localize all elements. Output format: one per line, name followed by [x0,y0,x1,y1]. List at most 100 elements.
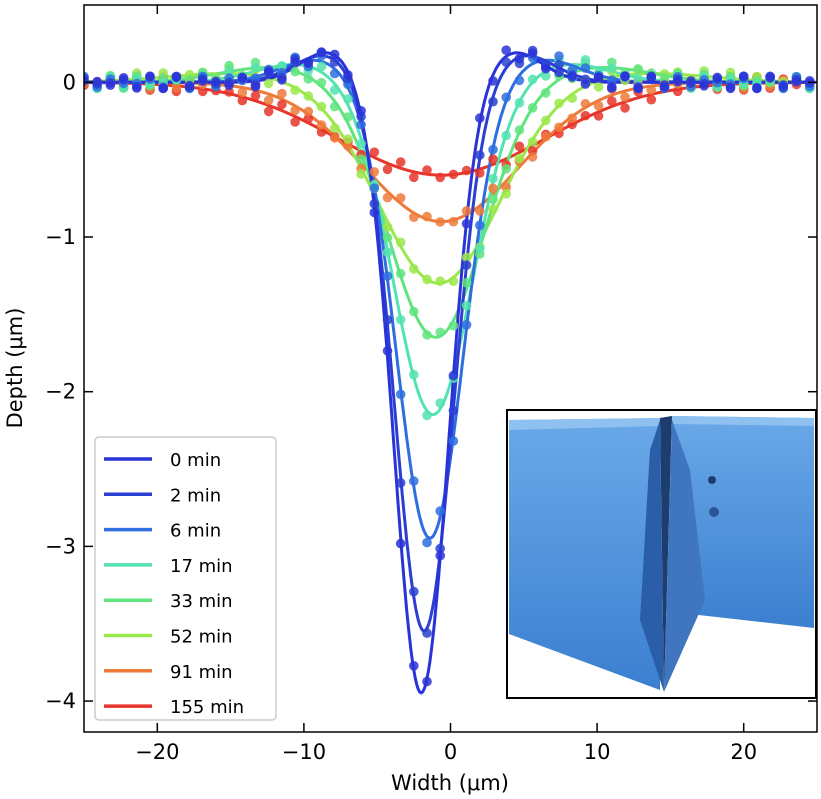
series-point [501,130,512,141]
series-line [84,80,816,224]
series-point [303,113,314,124]
legend-label: 52 min [170,627,233,648]
series-point [277,75,287,85]
series-point [435,276,446,287]
series-point [356,106,366,116]
series-point [567,93,577,103]
series-point [382,271,393,281]
inset-surface-image [506,409,817,699]
series-point [593,82,604,92]
series-point [92,76,102,87]
series-point [448,405,459,416]
series-point [580,99,591,109]
series-point [435,506,446,516]
series-point [448,276,459,287]
series-point [382,192,393,203]
series-point [224,80,234,90]
series-point [395,237,406,248]
series-point [580,79,591,89]
series-point [448,216,459,227]
x-axis-title: Width (μm) [391,771,509,795]
series-point [475,206,485,216]
series-point [501,92,512,103]
series-point [738,71,749,81]
series-point [554,67,564,78]
series-point [541,63,551,74]
series-point [554,98,564,109]
series-point [369,183,380,193]
series-point [263,78,274,89]
series-point [804,76,815,86]
series-point [316,120,327,130]
series-point [422,537,432,548]
series-point [250,81,261,92]
series-point [290,57,300,67]
y-tick-label: −4 [45,689,76,713]
series-point [409,586,419,597]
series-point [303,106,314,117]
series-point [633,83,643,93]
series-point [382,232,393,243]
series-point [646,94,657,105]
series-point [475,113,485,123]
axes-layer: −20 −10 0 10 20 0 −1 −2 −3 −4 [45,5,817,764]
y-tick-label: −1 [45,225,76,249]
series-point [461,260,472,270]
series-point [224,66,234,77]
series-point [290,85,300,95]
series-point [435,398,446,408]
plot-area [84,45,816,695]
points-layer [84,45,815,687]
series-point [752,83,762,93]
series-point [369,147,380,157]
series-point [488,173,498,184]
series-point [448,370,459,381]
series-point [580,55,591,65]
series-point [409,661,419,671]
series-point [554,59,564,70]
series-point [422,330,432,340]
x-tick-label: 20 [730,740,757,764]
series-point [514,141,525,152]
series-point [646,73,657,83]
series-point [395,538,406,549]
series-point [290,66,300,77]
series-point [672,76,683,87]
series-point [211,76,221,87]
series-point [145,71,155,81]
series-point [501,164,512,174]
series-point [435,543,446,554]
series-point [554,51,564,61]
series-point [541,131,551,142]
series-point [422,211,432,222]
series-point [580,110,591,121]
y-tick-label: −2 [45,380,76,404]
series-point [409,172,419,183]
series-point [554,122,564,133]
inset-trench-wall-right [664,420,705,692]
series-point [712,72,723,83]
series-point [316,101,327,112]
series-point [237,95,248,106]
series-point [409,476,419,486]
series-point [303,91,314,101]
legend-label: 0 min [170,450,221,471]
series-point [250,62,261,73]
x-tick-label: 0 [444,740,457,764]
series-point [356,138,366,149]
series-point [118,73,129,83]
series-point [382,346,393,356]
x-tick-label: −20 [135,740,179,764]
series-point [263,95,274,105]
series-point [475,243,485,254]
series-point [633,64,643,74]
series-point [488,76,498,86]
y-axis-title: Depth (μm) [3,308,27,429]
series-point [593,111,604,121]
legend-label: 17 min [170,556,233,577]
series-point [395,193,406,203]
x-tick-label: 10 [584,740,611,764]
series-point [527,103,538,113]
series-point [158,83,168,93]
